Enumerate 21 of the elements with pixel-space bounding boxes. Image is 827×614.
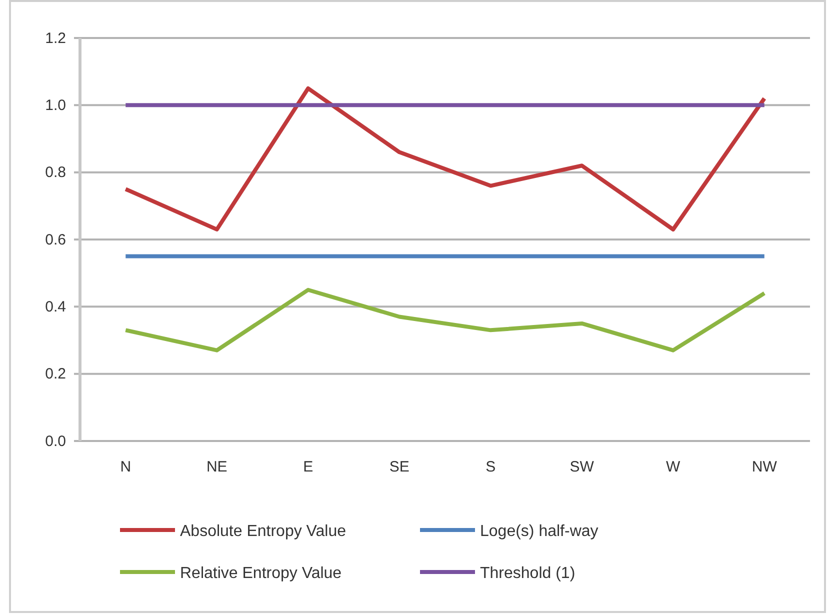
y-tick-label: 0.6: [45, 231, 66, 248]
x-tick-label: E: [303, 458, 314, 476]
x-tick-label: NW: [752, 458, 778, 476]
line-series: [124, 86, 766, 232]
y-tick-label: 0.0: [45, 432, 66, 450]
line-series: [124, 288, 766, 352]
x-tick-label: NE: [206, 458, 228, 476]
y-tick-label: 0.2: [45, 366, 66, 383]
x-tick-label: SW: [570, 458, 595, 476]
legend-label: Loge(s) half-way: [480, 523, 598, 540]
x-tick-label: S: [486, 458, 496, 476]
legend-label: Relative Entropy Value: [180, 565, 342, 582]
y-tick-label: 0.4: [45, 298, 66, 316]
legend-label: Absolute Entropy Value: [180, 523, 346, 540]
x-tick-label: SE: [389, 458, 410, 476]
x-tick-label: W: [666, 458, 682, 476]
y-tick-label: 1.2: [45, 30, 66, 47]
y-tick-label: 0.8: [45, 164, 66, 182]
y-tick-label: 1.0: [45, 96, 66, 114]
x-tick-label: N: [120, 458, 132, 476]
legend-label: Threshold (1): [480, 565, 576, 582]
